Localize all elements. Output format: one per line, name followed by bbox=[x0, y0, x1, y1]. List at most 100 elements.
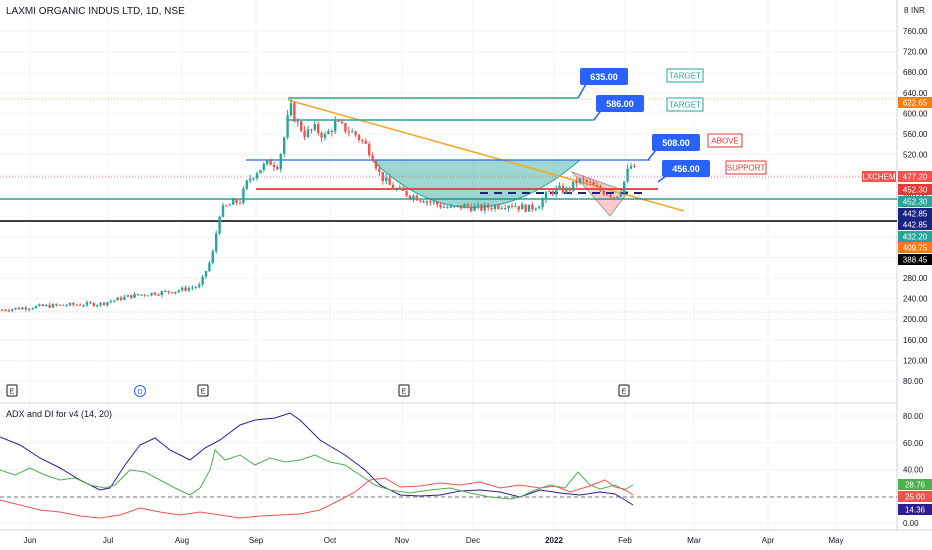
candle-body bbox=[235, 199, 238, 203]
note-label[interactable]: ABOVE bbox=[711, 137, 739, 146]
indicator-tick-label: 60.00 bbox=[903, 439, 924, 448]
symbol-title[interactable]: LAXMI ORGANIC INDUS LTD, 1D, NSE bbox=[6, 6, 185, 17]
candle-body bbox=[402, 187, 405, 191]
candle-body bbox=[541, 199, 544, 208]
time-tick-label: Jul bbox=[103, 536, 113, 545]
candle-body bbox=[558, 185, 561, 189]
note-box[interactable] bbox=[666, 68, 704, 83]
callout-connector bbox=[577, 83, 587, 99]
earnings-marker-label[interactable]: E bbox=[10, 389, 15, 396]
dividend-marker[interactable] bbox=[134, 385, 146, 397]
candle-body bbox=[548, 191, 551, 193]
candle-body bbox=[184, 287, 187, 291]
price-badge-label: 442.85 bbox=[903, 210, 928, 219]
candle-body bbox=[582, 178, 585, 180]
candle-body bbox=[45, 304, 48, 307]
price-badges: 622.65 LXCHEM 477.20 452.30 452.30 442.85 442.… bbox=[862, 97, 932, 515]
candle-body bbox=[92, 303, 95, 307]
price-callout-label[interactable]: 508.00 bbox=[662, 138, 690, 148]
price-callout-label[interactable]: 586.00 bbox=[606, 99, 634, 109]
earnings-marker-label[interactable]: E bbox=[402, 389, 407, 396]
candle-body bbox=[272, 165, 276, 168]
candle-body bbox=[218, 216, 221, 234]
candle-body bbox=[595, 185, 599, 187]
note-label[interactable]: TARGET bbox=[669, 72, 701, 81]
candle-body bbox=[456, 205, 459, 207]
note-label[interactable]: TARGET bbox=[669, 101, 701, 110]
candle-body bbox=[79, 304, 82, 306]
candle-body bbox=[279, 153, 282, 169]
earnings-marker-label[interactable]: E bbox=[622, 389, 627, 396]
price-callout-box[interactable] bbox=[652, 134, 700, 151]
price-callout-box[interactable] bbox=[596, 95, 644, 112]
currency-prefix: 8 bbox=[904, 6, 909, 15]
candle-body bbox=[439, 204, 442, 208]
candle-body bbox=[75, 304, 78, 306]
candle-body bbox=[602, 190, 605, 195]
candle-body bbox=[262, 164, 265, 170]
axes-layer: 760.00 720.00 680.00 640.00 600.00 560.00 520.… bbox=[24, 27, 928, 545]
time-tick-label: Feb bbox=[618, 536, 632, 545]
candle-body bbox=[34, 306, 38, 309]
price-callout-box[interactable] bbox=[662, 160, 710, 177]
candle-body bbox=[633, 166, 636, 168]
candle-body bbox=[612, 197, 616, 199]
price-callout-label[interactable]: 456.00 bbox=[672, 164, 700, 174]
note-box[interactable] bbox=[725, 160, 767, 175]
indicator-title[interactable]: ADX and DI for v4 (14, 20) bbox=[6, 409, 112, 419]
time-tick-label: May bbox=[828, 536, 843, 545]
earnings-marker[interactable] bbox=[618, 384, 630, 397]
price-tick-label: 720.00 bbox=[903, 48, 928, 57]
price-tick-label: 560.00 bbox=[903, 130, 928, 139]
candle-body bbox=[119, 297, 123, 300]
candle-body bbox=[177, 290, 180, 292]
candle-body bbox=[507, 205, 510, 209]
candle-body bbox=[585, 179, 588, 182]
chart-drawings[interactable] bbox=[0, 83, 897, 498]
price-callout-label[interactable]: 635.00 bbox=[590, 72, 618, 82]
candle-body bbox=[317, 124, 320, 133]
note-box[interactable] bbox=[707, 133, 743, 148]
candle-body bbox=[320, 132, 323, 138]
candle-body bbox=[483, 204, 486, 211]
candle-body bbox=[323, 134, 327, 138]
note-box[interactable] bbox=[666, 97, 704, 112]
indicator-tick-label: 80.00 bbox=[903, 412, 924, 421]
dividend-marker-label[interactable]: D bbox=[137, 389, 142, 396]
annotation-layer[interactable]: 635.00 586.00 508.00 456.00 TARGET TARGET ABOV… bbox=[580, 68, 767, 177]
candle-body bbox=[289, 103, 293, 116]
candle-body bbox=[14, 307, 17, 310]
time-tick-label: Apr bbox=[762, 536, 775, 545]
time-tick-label: 2022 bbox=[545, 536, 563, 545]
earnings-marker[interactable] bbox=[197, 384, 209, 397]
candle-body bbox=[133, 293, 136, 298]
candle-body bbox=[24, 307, 27, 310]
candle-body bbox=[415, 195, 418, 201]
candle-body bbox=[17, 307, 21, 310]
candle-body bbox=[109, 301, 112, 303]
price-callout-box[interactable] bbox=[580, 68, 628, 85]
candle-body bbox=[340, 121, 344, 124]
price-badge bbox=[898, 196, 932, 207]
earnings-marker[interactable] bbox=[398, 384, 410, 397]
candle-body bbox=[381, 172, 384, 182]
earnings-marker[interactable] bbox=[6, 384, 18, 397]
candle-body bbox=[136, 293, 140, 296]
time-tick-label: Sep bbox=[249, 536, 264, 545]
cup-pattern-shape[interactable] bbox=[370, 159, 582, 208]
price-tick-label: 200.00 bbox=[903, 315, 928, 324]
candle-body bbox=[449, 206, 452, 208]
candle-body bbox=[476, 204, 480, 207]
note-label[interactable]: SUPPORT bbox=[727, 164, 766, 173]
candle-body bbox=[300, 121, 303, 131]
descending-trendline[interactable] bbox=[287, 99, 685, 212]
candle-body bbox=[371, 155, 374, 161]
candle-body bbox=[578, 178, 582, 184]
currency-label[interactable]: INR bbox=[911, 6, 925, 15]
candle-body bbox=[565, 187, 568, 193]
candle-body bbox=[480, 204, 483, 211]
candle-body bbox=[395, 188, 398, 190]
earnings-marker-label[interactable]: E bbox=[201, 389, 206, 396]
candle-body bbox=[368, 143, 371, 156]
